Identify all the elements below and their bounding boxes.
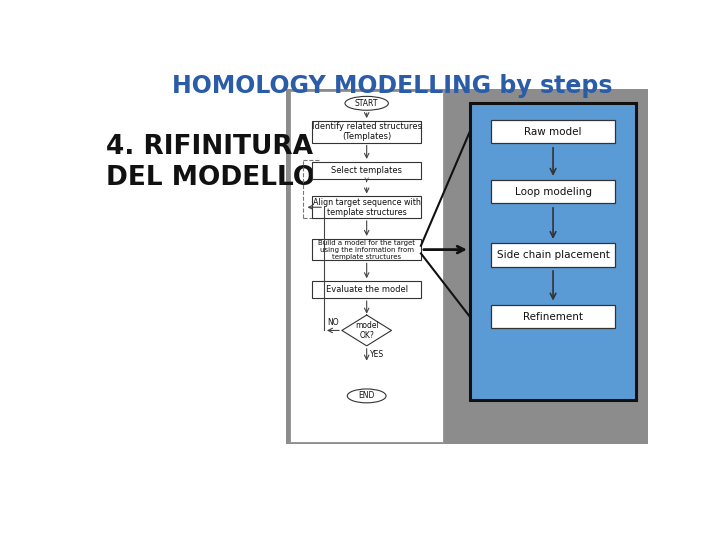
Polygon shape (342, 315, 392, 346)
Text: YES: YES (370, 350, 384, 359)
FancyBboxPatch shape (491, 120, 615, 143)
FancyBboxPatch shape (312, 281, 421, 298)
Text: Build a model for the target
using the information from
template structures: Build a model for the target using the i… (318, 240, 415, 260)
FancyBboxPatch shape (312, 162, 421, 179)
Ellipse shape (345, 96, 388, 110)
Text: Refinement: Refinement (523, 312, 583, 322)
Text: Raw model: Raw model (524, 127, 582, 137)
FancyBboxPatch shape (491, 244, 615, 267)
Text: Evaluate the model: Evaluate the model (325, 285, 408, 294)
Text: HOMOLOGY MODELLING by steps: HOMOLOGY MODELLING by steps (172, 74, 613, 98)
FancyBboxPatch shape (312, 121, 421, 143)
Text: 4. RIFINITURA: 4. RIFINITURA (106, 134, 312, 160)
Text: END: END (359, 392, 375, 400)
Text: Align target sequence with
template structures: Align target sequence with template stru… (312, 198, 420, 217)
Bar (286, 90, 648, 444)
Text: NO: NO (328, 319, 339, 327)
Text: Select templates: Select templates (331, 166, 402, 175)
Bar (290, 91, 444, 442)
Bar (469, 103, 636, 400)
Ellipse shape (347, 389, 386, 403)
FancyBboxPatch shape (491, 180, 615, 204)
Text: Identify related structures
(Templates): Identify related structures (Templates) (312, 122, 422, 141)
Text: Loop modeling: Loop modeling (515, 187, 592, 197)
Text: Side chain placement: Side chain placement (497, 250, 610, 260)
FancyBboxPatch shape (312, 197, 421, 218)
Text: START: START (355, 99, 379, 108)
FancyBboxPatch shape (491, 305, 615, 328)
Text: DEL MODELLO: DEL MODELLO (106, 165, 315, 191)
FancyBboxPatch shape (312, 239, 421, 260)
Text: model
OK?: model OK? (355, 321, 379, 340)
